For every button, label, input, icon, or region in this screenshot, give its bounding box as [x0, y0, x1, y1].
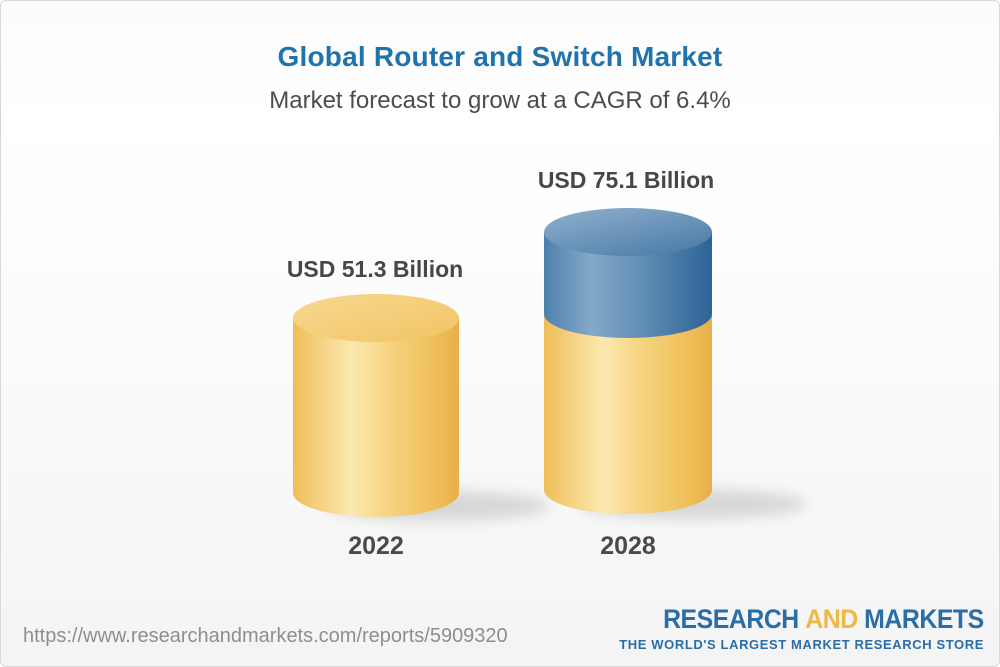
logo-word-and: AND	[805, 604, 859, 634]
value-label-2028: USD 75.1 Billion	[537, 167, 715, 193]
research-and-markets-logo: RESEARCH AND MARKETS THE WORLD'S LARGEST…	[619, 604, 984, 652]
bar-2022-cylinder	[293, 294, 459, 517]
chart-title: Global Router and Switch Market	[277, 41, 723, 72]
bar-2028-growth-segment	[544, 232, 712, 338]
bar-2028-cylinder	[544, 208, 712, 514]
report-url: https://www.researchandmarkets.com/repor…	[23, 625, 508, 647]
category-label-2022: 2022	[348, 532, 404, 560]
category-label-2028: 2028	[600, 532, 656, 560]
bar-2028-base-segment	[544, 314, 712, 514]
logo-wordmark: RESEARCH AND MARKETS	[648, 604, 984, 635]
chart-subtitle: Market forecast to grow at a CAGR of 6.4…	[269, 87, 731, 114]
value-label-2022: USD 51.3 Billion	[286, 256, 464, 282]
logo-word-markets: MARKETS	[864, 604, 984, 634]
logo-tagline: THE WORLD'S LARGEST MARKET RESEARCH STOR…	[619, 637, 984, 652]
logo-word-research: RESEARCH	[663, 604, 800, 634]
